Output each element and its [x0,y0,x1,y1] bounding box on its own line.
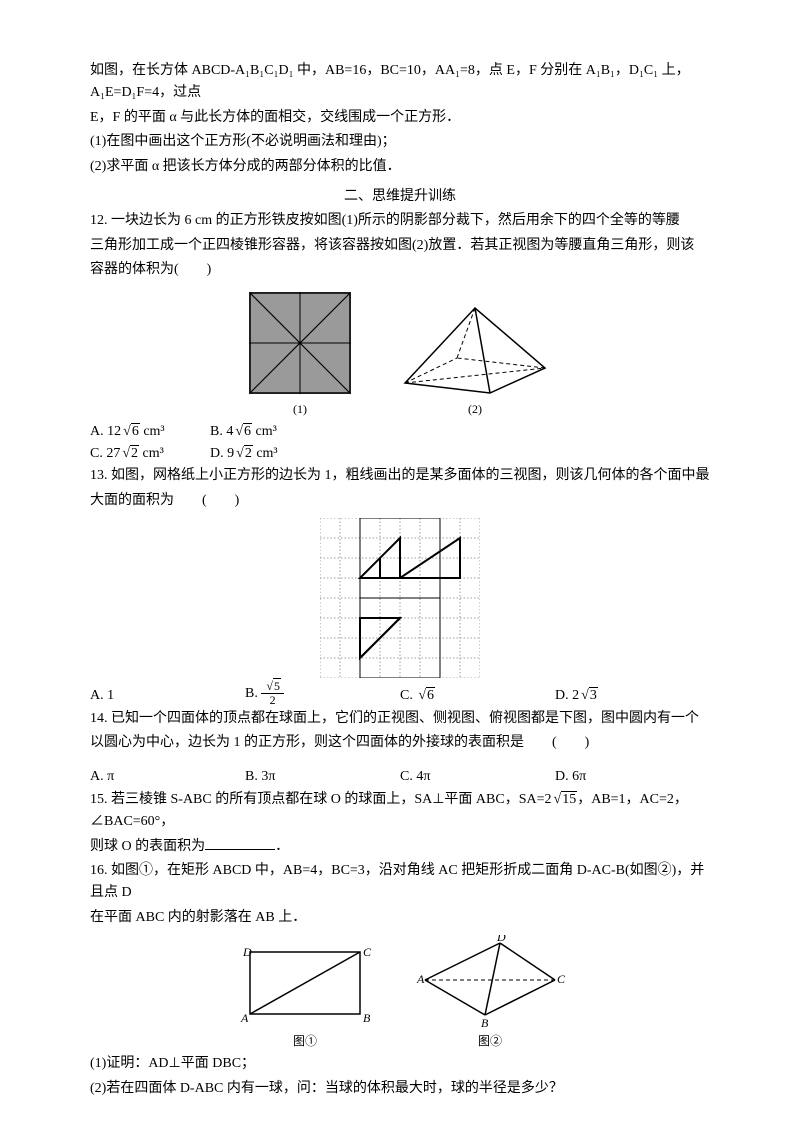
q16-fig2-svg: A B C D [415,935,565,1030]
q12-optA-pre: A. 12 [90,424,121,439]
q12-optC-rad: 2 [130,445,139,461]
q13-figure [90,518,710,678]
q12-fig2-svg [395,298,555,398]
q15-line1-rad: 15 [561,791,577,807]
q13-optC-pre: C. [400,688,416,703]
q12-optC: C. 27 2 cm³ [90,443,210,465]
q15-line2: 则球 O 的表面积为 ． [90,836,710,858]
q15-line2-end: ． [275,839,289,854]
q12-optB-unit: cm³ [252,424,277,439]
svg-text:B: B [363,1011,371,1025]
q12-optB: B. 4 6 cm³ [210,421,330,443]
q12-optB-rad: 6 [243,423,252,439]
svg-text:B: B [481,1016,489,1030]
q12-optB-pre: B. 4 [210,424,233,439]
q12-fig1: (1) [245,288,355,419]
q12-optC-pre: C. 27 [90,446,120,461]
q13-options: A. 1 B. 52 C. 6 D. 2 3 [90,680,710,707]
q13-optD: D. 2 3 [555,685,710,707]
q14-optC: C. 4π [400,766,555,788]
svg-text:C: C [557,972,565,986]
q13-line1: 13. 如图，网格纸上小正方形的边长为 1，粗线画出的是某多面体的三视图，则该几… [90,465,710,487]
q12-optA-unit: cm³ [140,424,165,439]
q13-line2: 大面的面积为 ( ) [90,490,710,512]
q12-optD: D. 9 2 cm³ [210,443,330,465]
q16-sub1: (1)证明：AD⊥平面 DBC； [90,1053,710,1075]
svg-text:D: D [496,935,506,944]
q16-fig1: D C A B 图① [235,940,375,1051]
svg-text:C: C [363,945,372,959]
q13-optC-rad: 6 [426,687,435,703]
q13-optD-rad: 3 [589,687,598,703]
q12-optC-unit: cm³ [139,446,164,461]
q12-options-row1: A. 12 6 cm³ B. 4 6 cm³ [90,421,710,443]
q16-line2: 在平面 ABC 内的射影落在 AB 上． [90,907,710,929]
q14-optD: D. 6π [555,766,710,788]
q12-optA: A. 12 6 cm³ [90,421,210,443]
q12-line2: 三角形加工成一个正四棱锥形容器，将该容器按如图(2)放置．若其正视图为等腰直角三… [90,235,710,257]
q15-blank [205,836,275,850]
q15-line1: 15. 若三棱锥 S-ABC 的所有顶点都在球 O 的球面上，SA⊥平面 ABC… [90,789,710,834]
q16-cap1: 图① [235,1032,375,1051]
q12-options-row2: C. 27 2 cm³ D. 9 2 cm³ [90,443,710,465]
q15-line2-text: 则球 O 的表面积为 [90,839,205,854]
q16-cap2: 图② [415,1032,565,1051]
q16-sub2: (2)若在四面体 D-ABC 内有一球，问：当球的体积最大时，球的半径是多少？ [90,1078,710,1100]
intro-sub1: (1)在图中画出这个正方形(不必说明画法和理由)； [90,131,710,153]
intro-p1: 如图，在长方体 ABCD-A₁B₁C₁D₁ 中，AB=16，BC=10，AA₁=… [90,60,710,105]
q12-cap1: (1) [245,400,355,419]
q16-line1: 16. 如图①，在矩形 ABCD 中，AB=4，BC=3，沿对角线 AC 把矩形… [90,860,710,905]
svg-text:A: A [240,1011,249,1025]
q14-options: A. π B. 3π C. 4π D. 6π [90,766,710,788]
intro-sub2: (2)求平面 α 把该长方体分成的两部分体积的比值． [90,156,710,178]
q14-line1: 14. 已知一个四面体的顶点都在球面上，它们的正视图、侧视图、俯视图都是下图，图… [90,708,710,730]
q12-optD-pre: D. 9 [210,446,234,461]
q13-optB-den: 2 [267,694,279,707]
svg-text:A: A [416,972,425,986]
q12-optD-rad: 2 [244,445,253,461]
q12-line3: 容器的体积为( ) [90,259,710,281]
q12-figures: (1) (2) [90,288,710,419]
q14-optA: A. π [90,766,245,788]
q13-optB: B. 52 [245,680,400,707]
intro-p2: E，F 的平面 α 与此长方体的面相交，交线围成一个正方形． [90,107,710,129]
q14-optB: B. 3π [245,766,400,788]
q13-optB-pre: B. [245,686,261,701]
q13-grid-svg [320,518,480,678]
q13-optC: C. 6 [400,685,555,707]
q12-cap2: (2) [395,400,555,419]
q16-fig1-svg: D C A B [235,940,375,1030]
q12-optA-rad: 6 [131,423,140,439]
q12-fig2: (2) [395,298,555,419]
q12-fig1-svg [245,288,355,398]
q12-line1: 12. 一块边长为 6 cm 的正方形铁皮按如图(1)所示的阴影部分裁下，然后用… [90,210,710,232]
q14-line2: 以圆心为中心，边长为 1 的正方形，则这个四面体的外接球的表面积是 ( ) [90,732,710,754]
q15-line1-pre: 15. 若三棱锥 S-ABC 的所有顶点都在球 O 的球面上，SA⊥平面 ABC… [90,792,552,807]
q12-optD-unit: cm³ [253,446,278,461]
q13-optD-pre: D. 2 [555,688,579,703]
q16-fig2: A B C D 图② [415,935,565,1051]
section-2-title: 二、思维提升训练 [90,186,710,208]
q13-optB-numrad: 5 [273,678,281,693]
q16-figures: D C A B 图① A B C D 图② [90,935,710,1051]
svg-text:D: D [242,945,252,959]
q13-optA: A. 1 [90,685,245,707]
